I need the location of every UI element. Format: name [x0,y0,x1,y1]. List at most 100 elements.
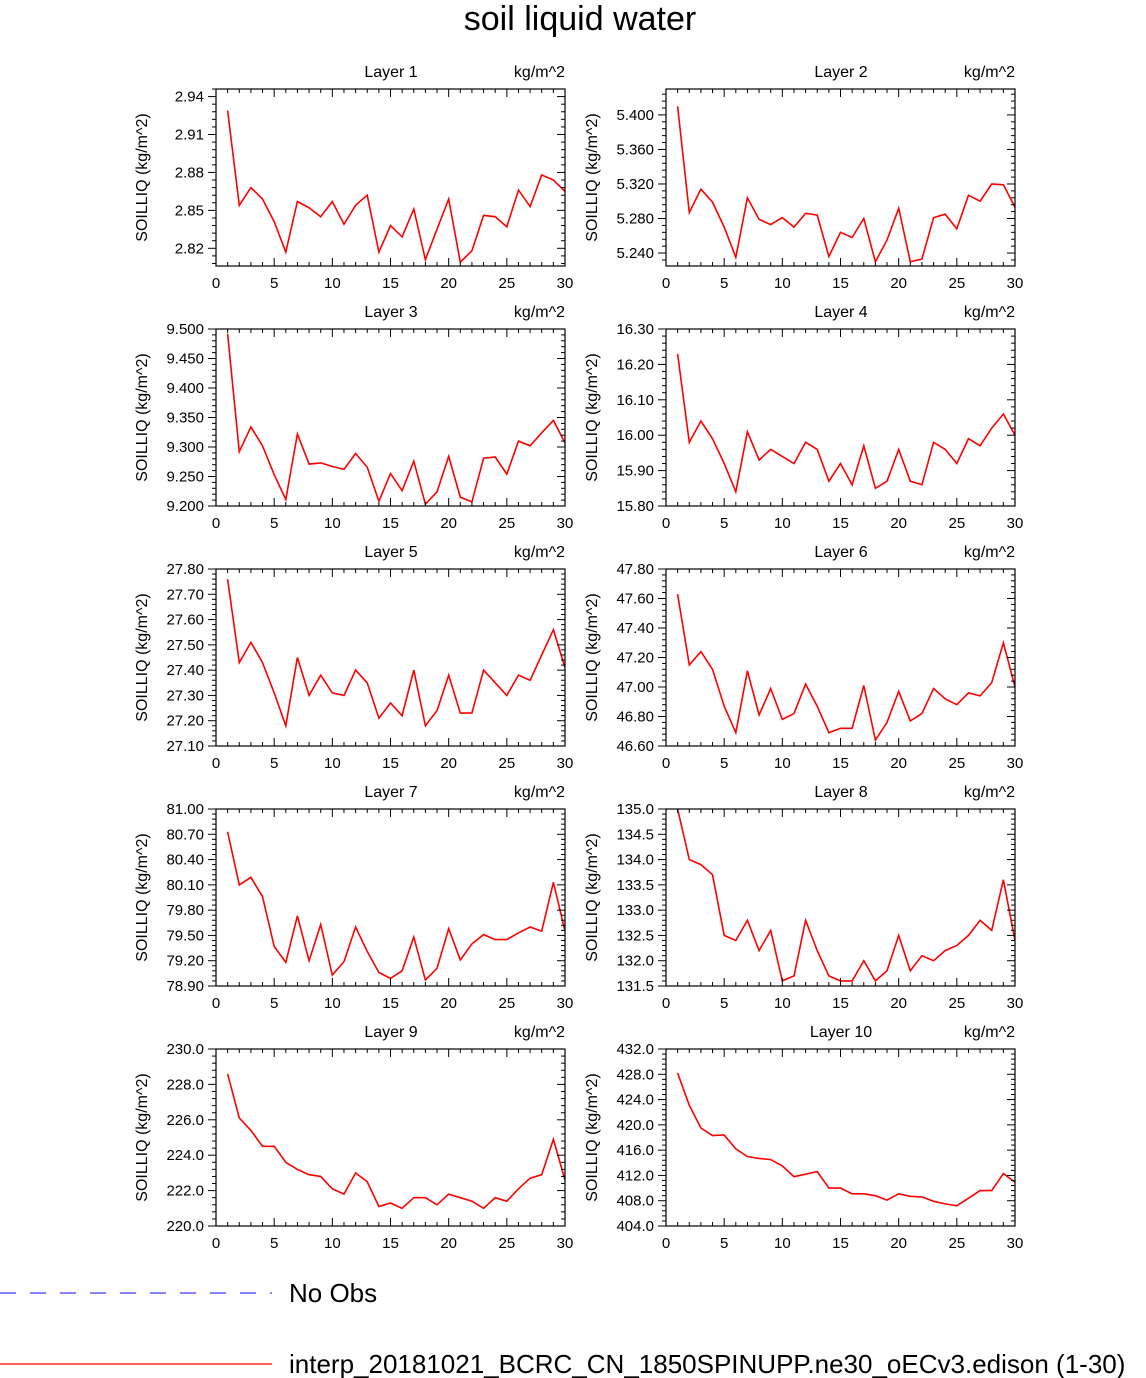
panel-units: kg/m^2 [964,784,1015,801]
y-tick-label: 16.10 [616,392,654,409]
y-tick-label: 47.60 [616,591,654,608]
series-line-1 [676,809,1015,983]
x-tick-label: 25 [948,515,965,532]
x-tick-label: 15 [382,755,399,772]
y-tick-label: 2.82 [175,240,204,257]
panel-units: kg/m^2 [514,64,565,81]
chart-panel-layer-7: 0 5 10 15 20 25 30 78.90 79.20 79.50 79.80 80.10 80.… [134,784,573,1012]
x-tick-label: 10 [774,995,791,1012]
x-tick-label: 10 [324,515,341,532]
legend: No Obs interp_20181021_BCRC_CN_1850SPINU… [0,1278,1125,1378]
x-tick-label: 25 [948,995,965,1012]
series-line-1 [676,1072,1015,1207]
plot-frame [665,328,1016,507]
chart-panel-layer-10: 0 5 10 15 20 25 30 404.0 408.0 412.0 416.0 420.0 424… [584,1024,1023,1252]
x-tick-label: 20 [890,995,907,1012]
x-tick-label: 25 [498,275,515,292]
y-tick-label: 46.80 [616,709,654,726]
y-tick-label: 9.300 [166,439,204,456]
y-tick-label: 9.350 [166,410,204,427]
plot-frame [215,328,566,507]
x-tick-label: 0 [212,995,220,1012]
x-tick-label: 25 [498,515,515,532]
x-tick-label: 30 [557,515,574,532]
chart-panel-layer-3: 0 5 10 15 20 25 30 9.200 9.250 9.300 9.350 9.400 9.4… [134,304,573,532]
y-tick-label: 5.240 [616,245,654,262]
x-tick-label: 15 [832,275,849,292]
series-line-1 [226,578,565,729]
x-tick-label: 20 [890,275,907,292]
x-tick-label: 0 [662,1235,670,1252]
x-tick-label: 25 [948,755,965,772]
x-tick-label: 30 [1007,755,1024,772]
series-line-1 [226,333,565,506]
y-tick-label: 420.0 [616,1117,654,1134]
panel-title: Layer 3 [364,304,417,321]
x-tick-label: 5 [270,275,278,292]
y-tick-label: 5.360 [616,141,654,158]
panel-units: kg/m^2 [514,304,565,321]
x-tick-label: 20 [890,1235,907,1252]
y-tick-label: 27.20 [166,713,204,730]
x-tick-label: 10 [324,755,341,772]
y-tick-label: 134.0 [616,852,654,869]
y-axis-label: SOILLIQ (kg/m^2) [134,113,151,241]
y-tick-label: 9.500 [166,321,204,338]
y-tick-label: 230.0 [166,1041,204,1058]
y-tick-label: 424.0 [616,1092,654,1109]
y-tick-label: 224.0 [166,1147,204,1164]
x-tick-label: 30 [1007,995,1024,1012]
x-tick-label: 0 [662,995,670,1012]
x-tick-label: 20 [440,755,457,772]
x-tick-label: 20 [440,995,457,1012]
y-tick-label: 5.320 [616,176,654,193]
y-tick-label: 78.90 [166,978,204,995]
y-axis-label: SOILLIQ (kg/m^2) [134,593,151,721]
chart-panel-layer-1: 0 5 10 15 20 25 30 2.82 2.85 2.88 2.91 2.94 Layer 1 k… [134,64,573,292]
panel-title: Layer 6 [814,544,867,561]
x-tick-label: 15 [382,1235,399,1252]
y-tick-label: 80.70 [166,826,204,843]
y-axis-label: SOILLIQ (kg/m^2) [584,113,601,241]
x-tick-label: 15 [832,995,849,1012]
y-tick-label: 226.0 [166,1112,204,1129]
x-tick-label: 20 [440,1235,457,1252]
panel-units: kg/m^2 [964,544,1015,561]
y-tick-label: 2.94 [175,89,204,106]
series-line-1 [226,1073,565,1210]
x-tick-label: 10 [774,1235,791,1252]
x-tick-label: 10 [324,275,341,292]
y-tick-label: 80.40 [166,852,204,869]
x-tick-label: 25 [498,1235,515,1252]
y-tick-label: 2.85 [175,202,204,219]
x-tick-label: 30 [557,1235,574,1252]
x-tick-label: 0 [212,1235,220,1252]
x-tick-label: 5 [270,1235,278,1252]
plot-frame [215,1048,566,1227]
x-tick-label: 30 [1007,1235,1024,1252]
x-tick-label: 25 [498,995,515,1012]
y-tick-label: 15.80 [616,498,654,515]
y-tick-label: 432.0 [616,1041,654,1058]
x-tick-label: 5 [270,515,278,532]
x-tick-label: 0 [662,755,670,772]
x-tick-label: 20 [890,515,907,532]
y-tick-label: 131.5 [616,978,654,995]
x-tick-label: 10 [324,995,341,1012]
figure-title: soil liquid water [464,0,696,38]
x-tick-label: 5 [720,755,728,772]
y-tick-label: 404.0 [616,1218,654,1235]
y-tick-label: 27.10 [166,738,204,755]
panel-title: Layer 9 [364,1024,417,1041]
x-tick-label: 15 [832,1235,849,1252]
panel-title: Layer 7 [364,784,417,801]
plot-frame [665,88,1016,267]
x-tick-label: 5 [720,515,728,532]
x-tick-label: 30 [557,275,574,292]
y-tick-label: 27.30 [166,687,204,704]
y-axis-label: SOILLIQ (kg/m^2) [134,353,151,481]
x-tick-label: 0 [212,275,220,292]
panel-title: Layer 1 [364,64,417,81]
y-axis-label: SOILLIQ (kg/m^2) [584,833,601,961]
